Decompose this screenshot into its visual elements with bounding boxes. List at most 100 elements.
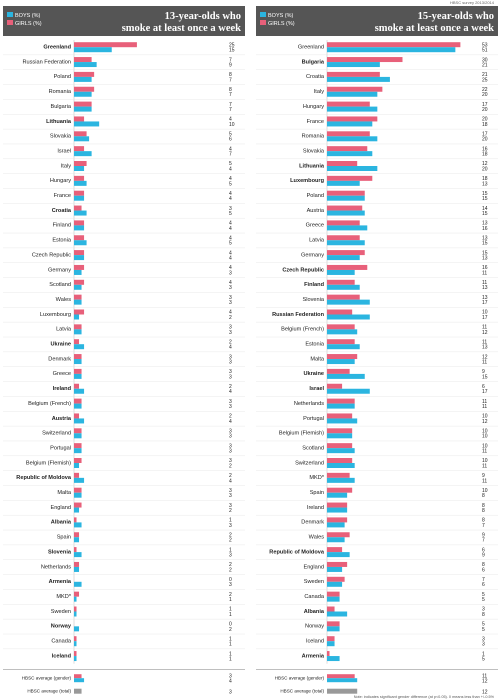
chart2-average-gender-label: HBSC average (gender) bbox=[275, 676, 325, 681]
chart2-category-label: Romania bbox=[302, 134, 325, 140]
chart1-value-girls: 5 bbox=[229, 161, 232, 167]
chart1-bar-boys bbox=[74, 180, 87, 186]
footnote: Note: indicates significant gender diffe… bbox=[353, 695, 494, 699]
chart2-bar-girls bbox=[327, 42, 461, 48]
chart1-bar-girls bbox=[74, 428, 82, 434]
chart2-value-girls: 8 bbox=[482, 503, 485, 509]
chart1-category-label: Austria bbox=[52, 416, 72, 422]
chart1-bar-girls bbox=[74, 175, 85, 181]
chart2-category-label: Canada bbox=[304, 594, 324, 600]
chart1-value-girls: 4 bbox=[229, 117, 232, 123]
chart2-bar-girls bbox=[327, 517, 348, 523]
chart1-category-label: Wales bbox=[56, 297, 72, 303]
chart2-bar-girls bbox=[327, 146, 368, 152]
chart2-value-girls: 16 bbox=[482, 146, 488, 152]
chart2-value-girls: 17 bbox=[482, 102, 488, 108]
chart1-bar-boys bbox=[74, 641, 77, 647]
chart1-value-girls: 3 bbox=[229, 354, 232, 360]
chart2-average-value-boys: 12 bbox=[482, 679, 488, 685]
chart1-value-girls: 3 bbox=[229, 399, 232, 405]
chart1-bar-girls bbox=[74, 413, 80, 419]
chart2-average-value-girls: 11 bbox=[482, 674, 487, 680]
chart2-bar-boys bbox=[327, 76, 390, 82]
chart2-bar-boys bbox=[327, 373, 365, 379]
chart1-bar-girls bbox=[74, 651, 77, 657]
chart1-value-boys: 9 bbox=[229, 62, 232, 68]
chart1-bar-girls bbox=[74, 532, 80, 538]
chart1-bar-boys bbox=[74, 611, 77, 617]
chart2-bar-girls bbox=[327, 636, 335, 642]
chart2-category-label: Sweden bbox=[304, 579, 324, 585]
chart1-value-girls: 3 bbox=[229, 295, 232, 301]
chart2-bar-boys bbox=[327, 359, 355, 365]
chart1-value-girls: 4 bbox=[229, 235, 232, 241]
chart2-value-boys: 7 bbox=[482, 523, 485, 529]
chart2-value-boys: 21 bbox=[482, 62, 488, 68]
chart2-category-label: Scotland bbox=[302, 445, 324, 451]
chart1-value-boys: 7 bbox=[229, 77, 232, 83]
chart2-bar-girls bbox=[327, 651, 330, 657]
chart2-value-boys: 5 bbox=[482, 627, 485, 633]
chart2-value-girls: 10 bbox=[482, 429, 488, 435]
chart1-bar-boys bbox=[74, 284, 82, 290]
chart2-category-label: Spain bbox=[310, 490, 324, 496]
chart1-value-girls: 4 bbox=[229, 191, 232, 197]
chart1-value-girls: 3 bbox=[229, 443, 232, 449]
chart1-value-boys: 3 bbox=[229, 449, 232, 455]
chart2-value-girls: 10 bbox=[482, 458, 488, 464]
chart2-value-boys: 18 bbox=[482, 152, 488, 158]
chart1-category-label: Russian Federation bbox=[22, 59, 71, 65]
chart1-bar-boys bbox=[74, 240, 87, 246]
chart1-title-line2: smoke at least once a week bbox=[122, 23, 241, 34]
chart2-bar-girls bbox=[327, 561, 348, 567]
chart1-value-boys: 5 bbox=[229, 211, 232, 217]
chart2-value-boys: 11 bbox=[482, 270, 487, 276]
chart2-legend-boys: BOYS (%) bbox=[268, 13, 294, 19]
chart2-bar-boys bbox=[327, 47, 456, 53]
chart2-category-label: Poland bbox=[307, 193, 324, 199]
chart1-bar-girls bbox=[74, 591, 80, 597]
chart2-value-boys: 17 bbox=[482, 300, 488, 306]
chart2-category-label: Denmark bbox=[301, 520, 324, 526]
chart2-value-girls: 9 bbox=[482, 473, 485, 479]
chart2-category-label: Belgium (Flemish) bbox=[279, 431, 324, 437]
chart1-category-label: Armenia bbox=[49, 579, 72, 585]
chart2-value-boys: 6 bbox=[482, 582, 485, 588]
chart1-value-boys: 4 bbox=[229, 345, 232, 351]
chart2-bar-girls bbox=[327, 116, 378, 122]
chart1-value-boys: 4 bbox=[229, 166, 232, 172]
chart1-value-boys: 3 bbox=[229, 330, 232, 336]
chart1-bar-girls bbox=[74, 606, 77, 612]
chart1-bar-boys bbox=[74, 403, 82, 409]
chart2-category-label: Albania bbox=[304, 609, 325, 615]
chart1-bar-boys bbox=[74, 225, 85, 231]
chart2-value-boys: 9 bbox=[482, 553, 485, 559]
chart2-bar-girls bbox=[327, 235, 360, 241]
chart1-bar-boys bbox=[74, 106, 92, 112]
chart2-bar-boys bbox=[327, 626, 340, 632]
chart1-bar-boys bbox=[74, 433, 82, 439]
chart1-value-boys: 7 bbox=[229, 92, 232, 98]
chart1-bar-boys bbox=[74, 373, 82, 379]
chart2-value-girls: 6 bbox=[482, 547, 485, 553]
chart2-bar-boys bbox=[327, 448, 355, 454]
chart2-bar-boys bbox=[327, 166, 378, 171]
chart1-category-label: Portugal bbox=[50, 445, 71, 451]
chart1-value-boys: 3 bbox=[229, 285, 232, 291]
chart2-value-boys: 12 bbox=[482, 419, 488, 425]
chart2-bar-boys bbox=[327, 195, 365, 201]
chart1-bar-boys bbox=[74, 388, 85, 394]
chart1-value-girls: 5 bbox=[229, 132, 232, 138]
chart2-bar-boys bbox=[327, 269, 355, 275]
chart1-value-girls: 25 bbox=[229, 42, 235, 48]
chart1-bar-girls bbox=[74, 279, 85, 285]
chart2-value-girls: 15 bbox=[482, 250, 488, 256]
chart1-category-label: Iceland bbox=[52, 653, 72, 659]
chart2-bar-girls bbox=[327, 339, 355, 345]
chart1-bar-girls bbox=[74, 354, 82, 360]
chart1-value-girls: 7 bbox=[229, 102, 232, 108]
chart1-bar-girls bbox=[74, 205, 82, 211]
chart2-value-boys: 5 bbox=[482, 656, 485, 662]
chart1-legend-girls: GIRLS (%) bbox=[15, 21, 42, 27]
chart2-average-bar-girls bbox=[327, 674, 355, 679]
